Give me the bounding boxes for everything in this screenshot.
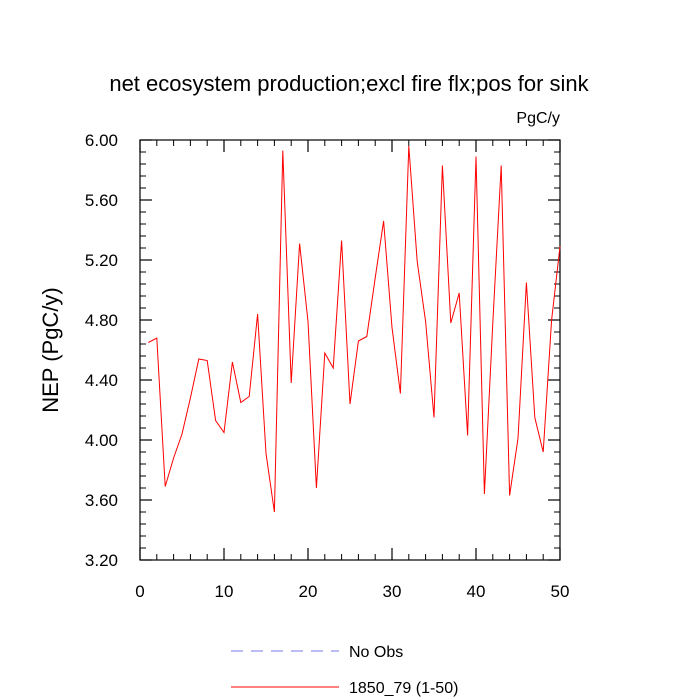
- plot-frame: [139, 139, 561, 561]
- series-line: [148, 145, 561, 513]
- y-tick-label: 6.00: [85, 131, 118, 150]
- y-axis-label: NEP (PgC/y): [38, 287, 63, 413]
- x-tick-label: 10: [215, 582, 234, 601]
- y-tick-label: 3.20: [85, 551, 118, 570]
- x-tick-label: 50: [551, 582, 570, 601]
- x-tick-label: 30: [383, 582, 402, 601]
- y-tick-label: 5.20: [85, 251, 118, 270]
- x-tick-label: 20: [299, 582, 318, 601]
- y-tick-labels: 3.20 3.60 4.00 4.40 4.80 5.20 5.60 6.00: [85, 131, 118, 570]
- y-tick-label: 4.00: [85, 431, 118, 450]
- series-layer: [148, 145, 561, 513]
- legend-label: No Obs: [349, 644, 403, 661]
- legend: No Obs 1850_79 (1-50): [231, 644, 458, 697]
- chart-title: net ecosystem production;excl fire flx;p…: [109, 71, 589, 96]
- y-tick-label: 4.40: [85, 371, 118, 390]
- units-label: PgC/y: [516, 110, 560, 127]
- y-tick-label: 4.80: [85, 311, 118, 330]
- legend-label: 1850_79 (1-50): [349, 680, 458, 697]
- y-tick-label: 3.60: [85, 491, 118, 510]
- x-tick-label: 0: [135, 582, 144, 601]
- axis-ticks: [139, 139, 561, 561]
- x-tick-label: 40: [467, 582, 486, 601]
- y-tick-label: 5.60: [85, 191, 118, 210]
- x-tick-labels: 0 10 20 30 40 50: [135, 582, 569, 601]
